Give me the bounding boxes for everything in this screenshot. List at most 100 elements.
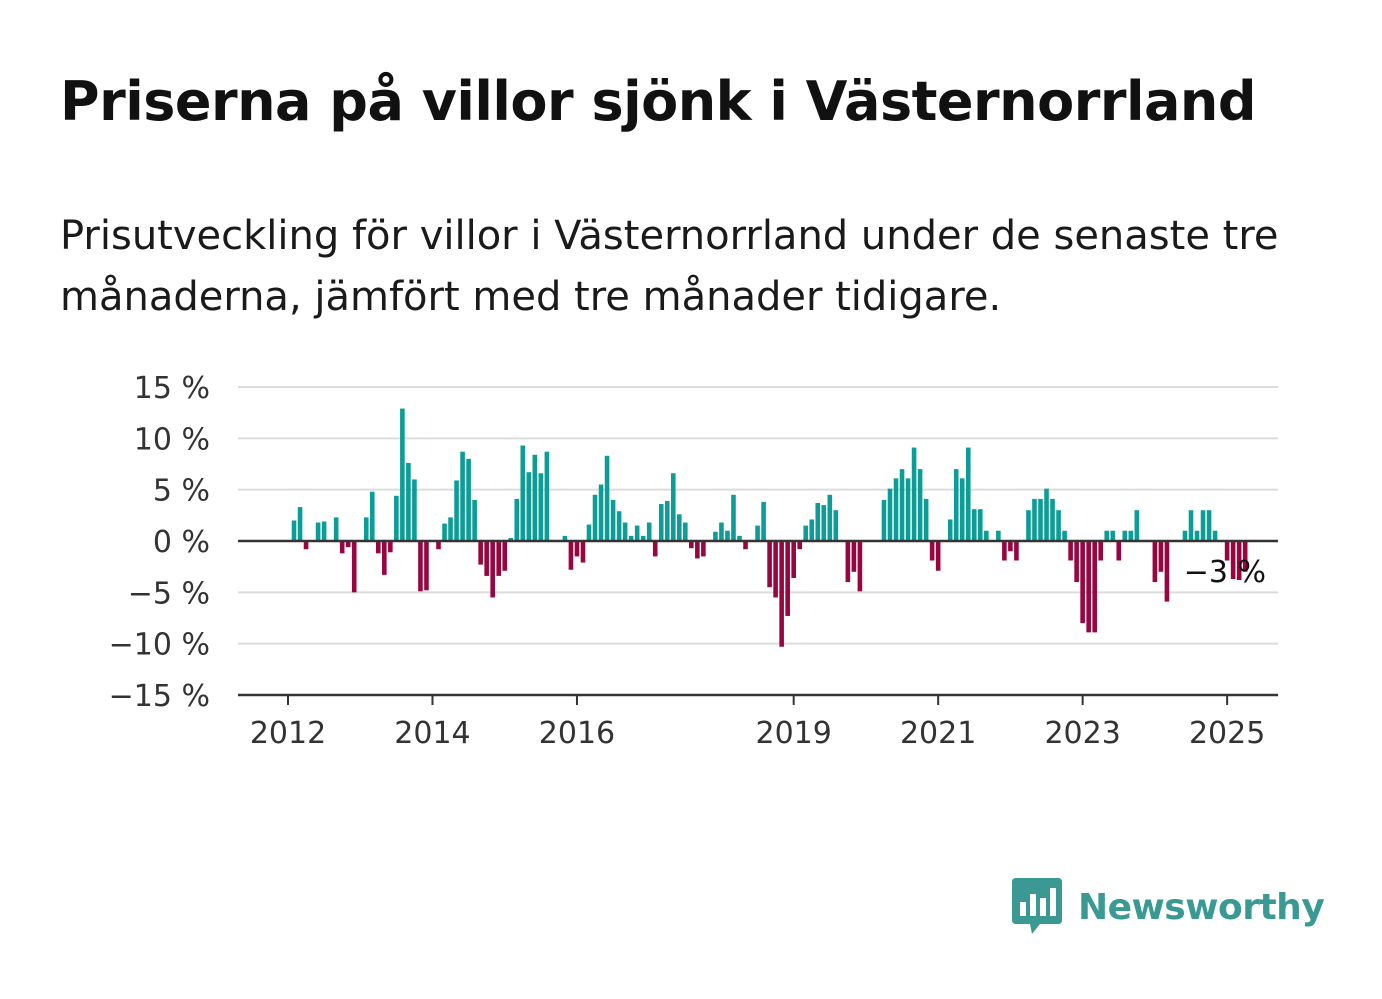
bar <box>406 462 411 541</box>
bar <box>1050 498 1055 541</box>
bar <box>496 541 501 576</box>
bar <box>448 517 453 541</box>
bar <box>713 531 718 541</box>
bar <box>845 541 851 583</box>
bar <box>785 541 790 616</box>
bar <box>610 499 616 541</box>
x-tick-label: 2016 <box>539 716 615 751</box>
bar <box>658 504 664 541</box>
bar <box>466 458 471 541</box>
bar <box>935 541 941 571</box>
bar <box>917 469 923 541</box>
bar <box>598 484 604 541</box>
bar <box>478 541 483 565</box>
bar <box>1152 541 1158 583</box>
x-tick-label: 2023 <box>1044 716 1120 751</box>
bar <box>1014 541 1019 561</box>
bar <box>616 511 622 541</box>
bar <box>803 525 809 541</box>
bar <box>689 541 694 549</box>
bar <box>683 522 688 541</box>
x-tick-label: 2021 <box>900 716 976 751</box>
page-subtitle: Prisutveckling för villor i Västernorrla… <box>60 213 1279 320</box>
bar <box>574 541 580 557</box>
bar <box>1038 498 1043 541</box>
bar <box>412 479 417 541</box>
bar <box>526 472 532 541</box>
bar <box>737 535 742 541</box>
bar <box>827 494 833 541</box>
bar <box>743 541 748 550</box>
bar <box>1242 541 1248 572</box>
bar <box>701 541 706 557</box>
bar <box>953 469 959 541</box>
bar <box>472 499 477 541</box>
bar <box>640 535 646 541</box>
bar <box>893 478 899 541</box>
bar <box>767 541 772 588</box>
bar <box>520 445 526 541</box>
bar <box>1086 541 1091 633</box>
bar <box>532 454 538 541</box>
bar <box>1080 541 1085 624</box>
x-tick-label: 2025 <box>1189 716 1265 751</box>
bar <box>947 519 953 541</box>
bar <box>929 541 935 561</box>
bar <box>321 521 327 541</box>
bar <box>1200 510 1206 541</box>
bar <box>731 494 736 541</box>
bar <box>923 498 929 541</box>
bar <box>634 525 640 541</box>
bar <box>1206 510 1212 541</box>
bar <box>388 541 393 553</box>
bar <box>604 455 610 541</box>
last-value-annotation: −3 % <box>1184 555 1266 590</box>
bar <box>351 541 357 593</box>
y-tick-label: −15 % <box>109 679 210 714</box>
bar <box>773 541 778 598</box>
newsworthy-logo: Newsworthy <box>1010 876 1325 938</box>
bar <box>424 541 429 591</box>
bar <box>315 522 321 541</box>
bar <box>1230 541 1236 579</box>
bar <box>544 451 550 541</box>
bar <box>677 514 682 541</box>
bar <box>376 541 381 554</box>
bar <box>670 473 676 541</box>
bar <box>1164 541 1170 602</box>
bar <box>851 541 857 572</box>
bar <box>899 469 905 541</box>
bar <box>1074 541 1079 583</box>
page-title: Priserna på villor sjönk i Västernorrlan… <box>60 70 1257 133</box>
bar <box>303 541 309 550</box>
bar <box>345 541 351 548</box>
bar <box>719 522 724 541</box>
bar <box>460 451 465 541</box>
bar <box>442 523 447 541</box>
bar <box>984 530 989 541</box>
bar <box>833 510 839 541</box>
bar <box>562 535 568 541</box>
bar <box>821 505 827 541</box>
bar <box>1134 510 1140 541</box>
bar <box>1110 530 1116 541</box>
bar <box>652 541 658 557</box>
bar <box>791 541 796 578</box>
bar <box>436 541 441 550</box>
bar <box>1194 530 1200 541</box>
y-tick-label: 0 % <box>153 525 210 560</box>
y-tick-label: 15 % <box>134 371 210 406</box>
bar <box>809 519 815 541</box>
bar <box>1188 510 1194 541</box>
bar <box>291 520 297 541</box>
bar <box>1062 530 1067 541</box>
bar <box>881 499 887 541</box>
bar <box>394 495 399 541</box>
bar <box>382 541 387 575</box>
bar <box>887 488 893 541</box>
y-tick-label: 5 % <box>153 474 210 509</box>
y-tick-label: −10 % <box>109 628 210 663</box>
bar <box>622 522 628 541</box>
bar <box>418 541 423 592</box>
bar <box>965 447 971 541</box>
